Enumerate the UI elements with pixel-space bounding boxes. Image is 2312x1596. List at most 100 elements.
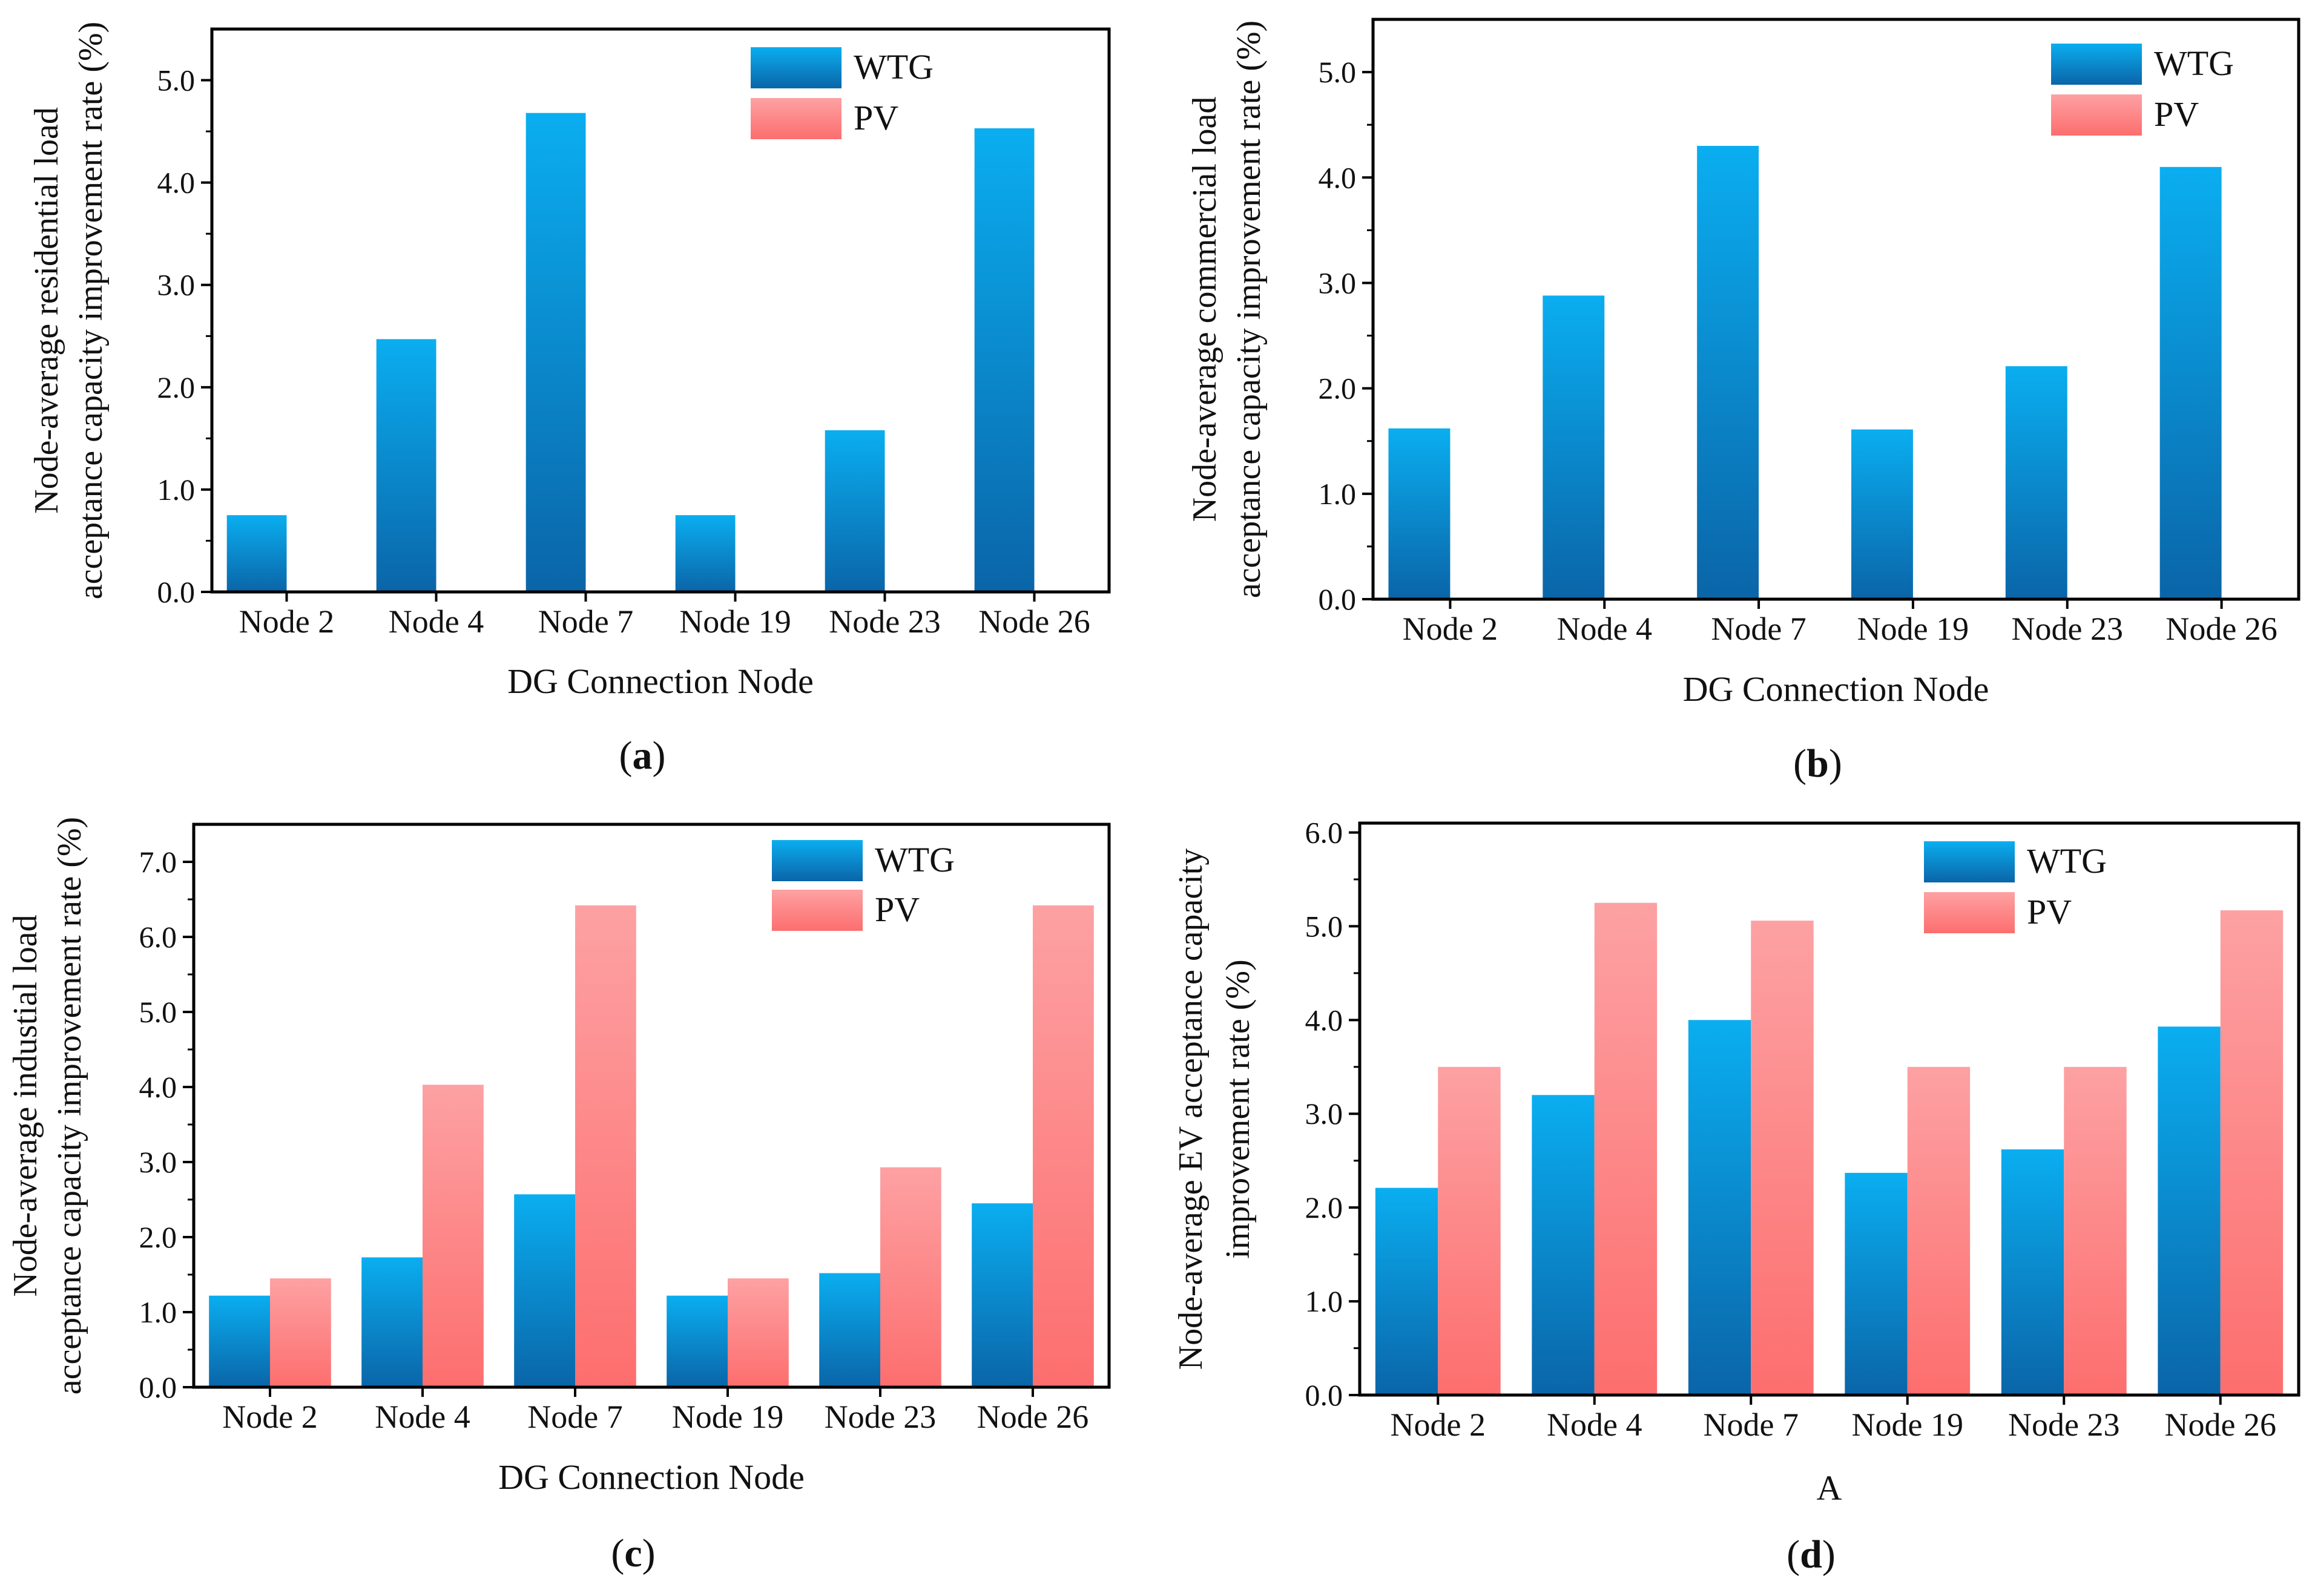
y-tick-label: 2.0 bbox=[139, 1220, 177, 1254]
bar-pv-node-2 bbox=[1438, 1066, 1501, 1395]
bar-pv-node-4 bbox=[1594, 902, 1658, 1395]
x-category-label: Node 4 bbox=[389, 603, 484, 640]
legend-label-pv: PV bbox=[2027, 892, 2072, 931]
legend-swatch-pv bbox=[1924, 892, 2015, 933]
y-tick-label: 3.0 bbox=[139, 1145, 177, 1179]
bar-wtg-node-26 bbox=[2159, 166, 2222, 599]
bar-wtg-node-26 bbox=[972, 1203, 1033, 1387]
legend-swatch-pv bbox=[751, 98, 841, 139]
bar-wtg-node-26 bbox=[2158, 1026, 2221, 1395]
x-category-label: Node 2 bbox=[1403, 611, 1498, 647]
panel-label-close-paren: ) bbox=[653, 734, 666, 778]
bar-wtg-node-2 bbox=[226, 515, 287, 592]
bar-wtg-node-26 bbox=[974, 128, 1035, 592]
bar-wtg-node-23 bbox=[825, 430, 885, 592]
y-tick-label: 5.0 bbox=[1319, 55, 1357, 89]
bar-pv-node-19 bbox=[728, 1278, 789, 1387]
bar-pv-node-23 bbox=[880, 1167, 941, 1387]
bar-wtg-node-4 bbox=[361, 1257, 423, 1387]
x-category-label: Node 26 bbox=[2165, 611, 2277, 647]
x-axis-title: DG Connection Node bbox=[1683, 669, 1989, 709]
panel-label: (d) bbox=[1787, 1532, 1836, 1577]
y-tick-label: 7.0 bbox=[139, 845, 177, 879]
legend-swatch-pv bbox=[2051, 94, 2142, 136]
chart-panel-d: 0.0 1.0 2.0 3.0 4.0 5.0 6.0 Node 2 Node 4 Node 7 N… bbox=[1172, 815, 2300, 1577]
bar-wtg-node-19 bbox=[1851, 429, 1913, 599]
x-category-label: Node 4 bbox=[375, 1399, 470, 1435]
y-axis-title-line-2: acceptance capacity improvement rate (%) bbox=[72, 22, 110, 600]
y-tick-label: 6.0 bbox=[139, 920, 177, 954]
y-tick-label: 1.0 bbox=[139, 1295, 177, 1329]
bar-wtg-node-7 bbox=[525, 113, 586, 592]
bar-pv-node-7 bbox=[575, 905, 636, 1387]
y-axis-title-line-1: Node-average residential load bbox=[28, 107, 65, 514]
y-axis-title-line-1: Node-average industial load bbox=[7, 915, 44, 1296]
x-category-label: Node 2 bbox=[239, 603, 334, 640]
bar-wtg-node-23 bbox=[2001, 1149, 2064, 1395]
x-category-label: Node 19 bbox=[679, 603, 791, 640]
panel-label: (b) bbox=[1793, 741, 1842, 786]
panel-label-close-paren: ) bbox=[1829, 741, 1842, 786]
x-category-label: Node 19 bbox=[1852, 1407, 1963, 1443]
y-tick-label: 4.0 bbox=[139, 1070, 177, 1104]
x-category-label: Node 23 bbox=[2012, 611, 2123, 647]
x-axis-title: A bbox=[1817, 1468, 1842, 1508]
x-category-label: Node 19 bbox=[1857, 611, 1969, 647]
y-axis-title-line-1: Node-average EV acceptance capacity bbox=[1172, 849, 1210, 1370]
panel-label: (c) bbox=[611, 1531, 655, 1575]
x-category-label: Node 23 bbox=[825, 1399, 936, 1435]
y-tick-label: 5.0 bbox=[1305, 909, 1343, 943]
legend-swatch-wtg bbox=[2051, 44, 2142, 85]
x-category-label: Node 23 bbox=[829, 603, 940, 640]
legend-swatch-wtg bbox=[772, 840, 863, 881]
x-axis-title: DG Connection Node bbox=[498, 1457, 805, 1497]
legend-swatch-wtg bbox=[751, 47, 841, 88]
x-category-label: Node 26 bbox=[2165, 1407, 2276, 1443]
y-tick-label: 5.0 bbox=[157, 64, 196, 97]
legend-label-wtg: WTG bbox=[875, 840, 955, 879]
x-category-label: Node 4 bbox=[1557, 611, 1652, 647]
y-tick-label: 1.0 bbox=[157, 473, 196, 507]
legend-label-pv: PV bbox=[2154, 94, 2199, 134]
y-tick-label: 0.0 bbox=[1305, 1378, 1343, 1412]
panel-label-close-paren: ) bbox=[642, 1531, 656, 1575]
chart-panel-b: 0.0 1.0 2.0 3.0 4.0 5.0 Node 2 Node 4 Node 7 Node… bbox=[1186, 18, 2300, 786]
bar-pv-node-2 bbox=[270, 1278, 331, 1387]
legend-label-pv: PV bbox=[875, 890, 920, 929]
y-tick-label: 3.0 bbox=[1319, 266, 1357, 300]
y-tick-label: 2.0 bbox=[157, 370, 196, 404]
y-axis-title-line-2: improvement rate (%) bbox=[1219, 959, 1257, 1258]
y-tick-label: 2.0 bbox=[1319, 372, 1357, 406]
bar-wtg-node-7 bbox=[1688, 1020, 1751, 1395]
y-tick-label: 5.0 bbox=[139, 995, 177, 1029]
bar-pv-node-19 bbox=[1907, 1066, 1971, 1395]
y-tick-label: 0.0 bbox=[1319, 582, 1357, 616]
legend-label-wtg: WTG bbox=[2027, 841, 2107, 881]
panel-label-close-paren: ) bbox=[1822, 1532, 1836, 1577]
bar-wtg-node-2 bbox=[1375, 1187, 1438, 1395]
y-tick-label: 0.0 bbox=[139, 1370, 177, 1404]
plot-frame bbox=[1358, 821, 2300, 1397]
x-category-label: Node 23 bbox=[2008, 1407, 2119, 1443]
bar-wtg-node-7 bbox=[1697, 146, 1759, 599]
y-axis-title-line-2: acceptance capacity improvement rate (%) bbox=[51, 817, 88, 1395]
x-category-label: Node 2 bbox=[222, 1399, 317, 1435]
x-axis-title: DG Connection Node bbox=[507, 662, 814, 701]
legend-label-wtg: WTG bbox=[2154, 44, 2234, 83]
panel-label-open-paren: ( bbox=[611, 1531, 624, 1575]
bar-wtg-node-23 bbox=[2005, 366, 2067, 599]
panel-label-letter: a bbox=[633, 734, 653, 778]
y-tick-label: 3.0 bbox=[1305, 1097, 1343, 1131]
plot-frame bbox=[1371, 18, 2300, 601]
y-tick-label: 1.0 bbox=[1319, 477, 1357, 511]
y-tick-label: 4.0 bbox=[1319, 160, 1357, 194]
bar-wtg-node-4 bbox=[1532, 1095, 1595, 1395]
bar-wtg-node-4 bbox=[376, 339, 436, 592]
panel-label: (a) bbox=[619, 734, 666, 778]
chart-panel-a: 0.0 1.0 2.0 3.0 4.0 5.0 Node 2 Node 4 Node 7 Node… bbox=[28, 22, 1111, 778]
bar-wtg-node-4 bbox=[1543, 295, 1605, 599]
x-category-label: Node 26 bbox=[977, 1399, 1088, 1435]
y-axis-title-line-1: Node-average commercial load bbox=[1186, 97, 1224, 522]
bar-pv-node-26 bbox=[2220, 910, 2284, 1395]
chart-panel-c: 0.0 1.0 2.0 3.0 4.0 5.0 6.0 7.0 Node 2 Node 4 Node… bbox=[7, 817, 1111, 1575]
